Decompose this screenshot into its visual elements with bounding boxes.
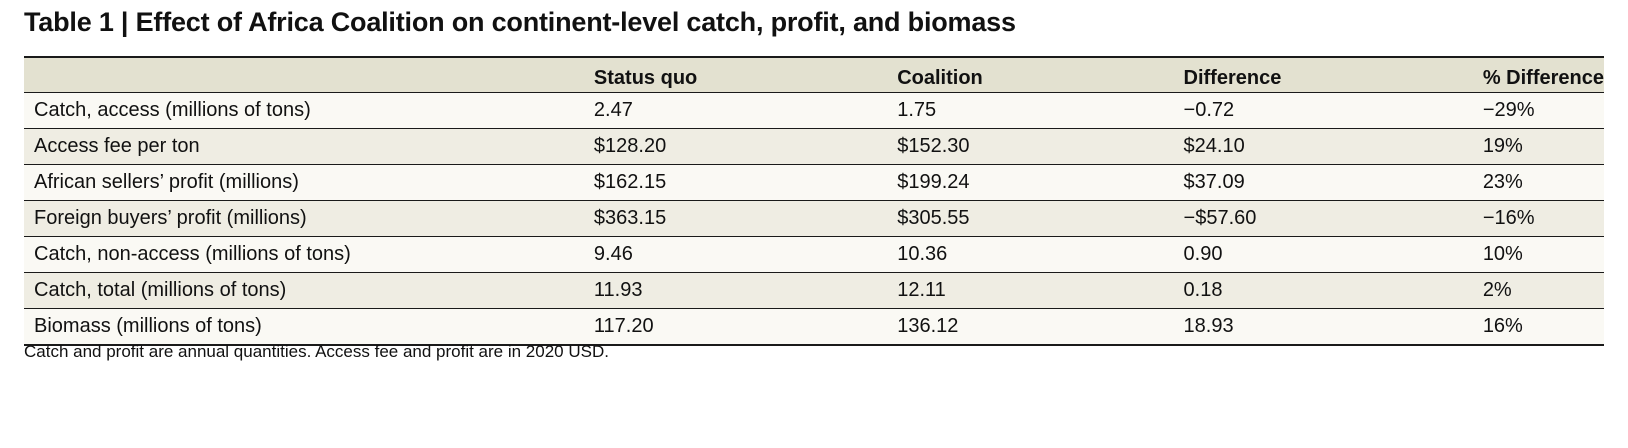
coalition-cell: 136.12 bbox=[887, 308, 1174, 345]
table-row: Access fee per ton $128.20 $152.30 $24.1… bbox=[24, 128, 1604, 165]
difference-cell: −0.72 bbox=[1173, 92, 1473, 129]
percent-difference-cell: 23% bbox=[1472, 164, 1604, 201]
difference-cell: 18.93 bbox=[1173, 308, 1473, 345]
status-quo-cell: 117.20 bbox=[583, 308, 888, 345]
coalition-cell: 10.36 bbox=[887, 236, 1174, 273]
status-quo-cell: 11.93 bbox=[583, 272, 888, 309]
difference-cell: 0.90 bbox=[1173, 236, 1473, 273]
percent-difference-cell: 10% bbox=[1472, 236, 1604, 273]
table-row: Biomass (millions of tons) 117.20 136.12… bbox=[24, 308, 1604, 345]
coalition-cell: $199.24 bbox=[887, 164, 1174, 201]
percent-difference-cell: −16% bbox=[1472, 200, 1604, 237]
row-label-cell: Access fee per ton bbox=[24, 128, 584, 165]
percent-difference-cell: 16% bbox=[1472, 308, 1604, 345]
table-row: Catch, access (millions of tons) 2.47 1.… bbox=[24, 92, 1604, 129]
row-label-cell: Catch, non-access (millions of tons) bbox=[24, 236, 584, 273]
percent-difference-cell: 2% bbox=[1472, 272, 1604, 309]
row-label-cell: Foreign buyers’ profit (millions) bbox=[24, 200, 584, 237]
header-cell-coalition: Coalition bbox=[887, 57, 1174, 93]
row-label-cell: African sellers’ profit (millions) bbox=[24, 164, 584, 201]
header-cell-row-label bbox=[24, 57, 584, 93]
table-row: African sellers’ profit (millions) $162.… bbox=[24, 164, 1604, 201]
status-quo-cell: $363.15 bbox=[583, 200, 888, 237]
difference-cell: $37.09 bbox=[1173, 164, 1473, 201]
coalition-cell: $305.55 bbox=[887, 200, 1174, 237]
difference-cell: $24.10 bbox=[1173, 128, 1473, 165]
percent-difference-cell: −29% bbox=[1472, 92, 1604, 129]
coalition-cell: $152.30 bbox=[887, 128, 1174, 165]
status-quo-cell: 9.46 bbox=[583, 236, 888, 273]
header-cell-status-quo: Status quo bbox=[583, 57, 888, 93]
row-label-cell: Biomass (millions of tons) bbox=[24, 308, 584, 345]
coalition-cell: 12.11 bbox=[887, 272, 1174, 309]
data-table: Status quo Coalition Difference % Differ… bbox=[24, 56, 1604, 346]
coalition-cell: 1.75 bbox=[887, 92, 1174, 129]
row-label-cell: Catch, total (millions of tons) bbox=[24, 272, 584, 309]
percent-difference-cell: 19% bbox=[1472, 128, 1604, 165]
row-label-cell: Catch, access (millions of tons) bbox=[24, 92, 584, 129]
table-row: Catch, total (millions of tons) 11.93 12… bbox=[24, 272, 1604, 309]
table-row: Foreign buyers’ profit (millions) $363.1… bbox=[24, 200, 1604, 237]
header-row: Status quo Coalition Difference % Differ… bbox=[24, 57, 1604, 93]
table-footnote: Catch and profit are annual quantities. … bbox=[24, 342, 609, 361]
status-quo-cell: 2.47 bbox=[583, 92, 888, 129]
status-quo-cell: $162.15 bbox=[583, 164, 888, 201]
table-title: Table 1 | Effect of Africa Coalition on … bbox=[24, 7, 1016, 37]
difference-cell: −$57.60 bbox=[1173, 200, 1473, 237]
header-cell-difference: Difference bbox=[1173, 57, 1473, 93]
difference-cell: 0.18 bbox=[1173, 272, 1473, 309]
table-row: Catch, non-access (millions of tons) 9.4… bbox=[24, 236, 1604, 273]
status-quo-cell: $128.20 bbox=[583, 128, 888, 165]
header-cell-percent-difference: % Difference bbox=[1472, 57, 1604, 93]
